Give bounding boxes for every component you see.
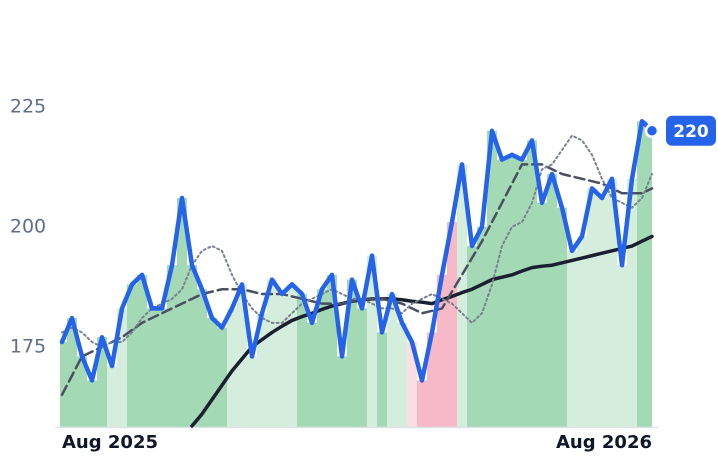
area-column xyxy=(377,332,387,427)
area-column xyxy=(387,294,397,427)
area-column xyxy=(157,308,167,427)
area-column xyxy=(517,159,527,427)
x-tick-label: Aug 2025 xyxy=(62,432,158,453)
area-column xyxy=(567,250,577,427)
area-column xyxy=(347,279,357,427)
last-value-badge xyxy=(666,115,716,146)
y-tick-label: 175 xyxy=(10,335,46,357)
area-column xyxy=(237,284,247,427)
area-column xyxy=(277,294,287,427)
area-column xyxy=(97,337,107,427)
area-column xyxy=(117,308,127,427)
area-column xyxy=(607,178,617,427)
area-column xyxy=(307,322,317,427)
area-column xyxy=(177,198,187,427)
last-value-dot xyxy=(644,123,660,139)
area-column xyxy=(60,342,67,427)
area-column xyxy=(267,279,277,427)
area-column xyxy=(527,140,537,427)
area-column xyxy=(227,308,237,427)
area-column xyxy=(357,308,367,427)
area-column xyxy=(67,318,77,427)
area-column xyxy=(107,366,117,427)
area-column xyxy=(617,265,627,427)
area-column xyxy=(317,289,327,427)
area-column xyxy=(557,207,567,427)
area-column xyxy=(127,284,137,427)
area-column xyxy=(77,356,87,427)
area-column xyxy=(647,130,652,428)
y-tick-label: 225 xyxy=(10,95,46,117)
area-column xyxy=(427,332,437,427)
area-column xyxy=(537,202,547,427)
area-column xyxy=(497,159,507,427)
area-column xyxy=(327,274,337,427)
y-tick-label: 200 xyxy=(10,215,46,237)
area-column xyxy=(367,255,377,427)
area-column xyxy=(407,342,417,427)
area-column xyxy=(507,154,517,427)
area-column xyxy=(257,313,267,427)
area-column xyxy=(137,274,147,427)
area-column xyxy=(577,236,587,427)
area-column xyxy=(297,294,307,427)
area-column xyxy=(187,265,197,427)
area-column xyxy=(597,198,607,427)
area-column xyxy=(447,222,457,427)
series-line xyxy=(61,134,653,348)
x-tick-label: Aug 2026 xyxy=(556,432,652,453)
series-line xyxy=(59,118,655,383)
area-column xyxy=(467,246,477,427)
area-column xyxy=(547,174,557,427)
area-column xyxy=(247,356,257,427)
area-column xyxy=(417,380,427,427)
area-column xyxy=(87,380,97,427)
area-column xyxy=(587,188,597,427)
series-line xyxy=(190,234,654,428)
last-value-label: 220 xyxy=(673,122,709,142)
area-column xyxy=(207,318,217,427)
area-column xyxy=(167,265,177,427)
area-column xyxy=(147,308,157,427)
area-column xyxy=(477,226,487,427)
area-column xyxy=(217,327,227,427)
area-column xyxy=(397,322,407,427)
area-column xyxy=(197,289,207,427)
area-column xyxy=(457,164,467,427)
area-column xyxy=(337,356,347,427)
area-column xyxy=(437,274,447,427)
area-column xyxy=(627,178,637,427)
area-column xyxy=(287,284,297,427)
area-column xyxy=(637,121,647,428)
